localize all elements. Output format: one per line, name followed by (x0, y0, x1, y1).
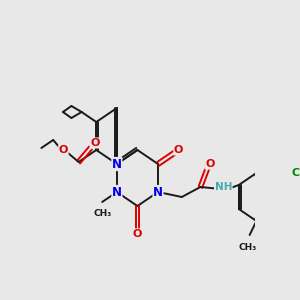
Text: N: N (153, 185, 163, 199)
Text: O: O (174, 145, 183, 155)
Text: Cl: Cl (292, 168, 300, 178)
Text: CH₃: CH₃ (93, 209, 111, 218)
Text: O: O (59, 145, 68, 155)
Text: O: O (90, 138, 100, 148)
Text: O: O (133, 229, 142, 239)
Text: N: N (112, 158, 122, 170)
Text: NH: NH (214, 182, 232, 192)
Text: O: O (205, 159, 214, 169)
Text: N: N (112, 185, 122, 199)
Text: CH₃: CH₃ (239, 243, 257, 252)
